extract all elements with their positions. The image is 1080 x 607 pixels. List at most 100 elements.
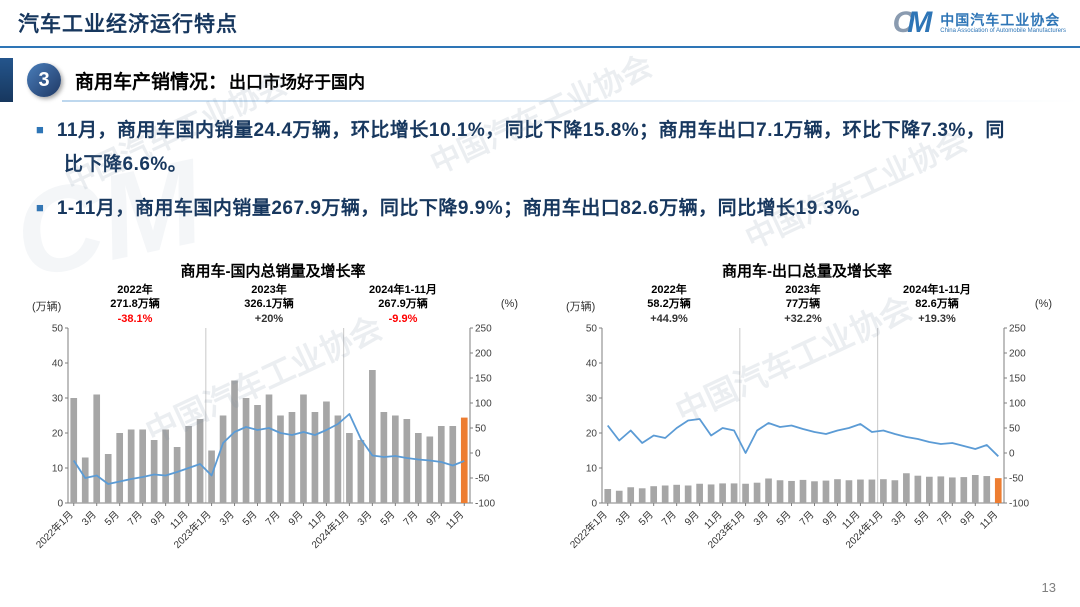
- svg-text:7月: 7月: [125, 509, 144, 528]
- bullet-point-2: ■ 1-11月，商用车国内销量267.9万辆，同比下降9.9%；商用车出口82.6…: [36, 192, 1024, 226]
- svg-text:200: 200: [475, 349, 492, 360]
- svg-text:150: 150: [1009, 374, 1026, 385]
- annotation-2024: 2024年1-11月 82.6万辆 +19.3%: [870, 283, 1004, 326]
- svg-text:-100: -100: [475, 499, 495, 510]
- logo-text: 中国汽车工业协会 China Association of Automobile…: [940, 12, 1066, 35]
- svg-text:9月: 9月: [286, 509, 305, 528]
- svg-text:40: 40: [52, 359, 64, 370]
- annotation-2023: 2023年 77万辆 +32.2%: [736, 283, 870, 326]
- chart-body: (万辆) (%) 2022年 271.8万辆 -38.1% 2023年 326.…: [28, 282, 518, 567]
- svg-text:7月: 7月: [401, 509, 420, 528]
- svg-text:-50: -50: [1009, 474, 1024, 485]
- year-annotations: 2022年 271.8万辆 -38.1% 2023年 326.1万辆 +20% …: [68, 283, 470, 326]
- domestic-sales-chart-canvas: 0 10 20 30 40 50 -100 -50 0 50 100 150 200 250 2022年1月…: [33, 324, 496, 551]
- domestic-sales-chart: 商用车-国内总销量及增长率 (万辆) (%) 2022年 271.8万辆 -38…: [28, 260, 518, 567]
- annotation-growth: -9.9%: [388, 312, 418, 325]
- svg-text:7月: 7月: [263, 509, 282, 528]
- svg-text:200: 200: [1009, 349, 1026, 360]
- svg-text:40: 40: [586, 359, 598, 370]
- svg-text:9月: 9月: [148, 509, 167, 528]
- charts-row: 商用车-国内总销量及增长率 (万辆) (%) 2022年 271.8万辆 -38…: [0, 260, 1080, 567]
- svg-text:2022年1月: 2022年1月: [33, 508, 76, 551]
- annotation-year: 2023年: [251, 284, 287, 296]
- svg-text:2022年1月: 2022年1月: [567, 508, 610, 551]
- caam-logo: CM 中国汽车工业协会 China Association of Automob…: [893, 8, 1066, 38]
- section-header: 3 商用车产销情况： 出口市场好于国内: [0, 58, 1080, 102]
- header-divider: [0, 46, 1080, 48]
- annotation-year: 2024年1-11月: [903, 284, 971, 296]
- org-name-en: China Association of Automobile Manufact…: [940, 27, 1066, 34]
- svg-text:5月: 5月: [912, 509, 931, 528]
- bullet-square-icon: ■: [36, 200, 44, 216]
- right-axis-unit-label: (%): [1034, 298, 1052, 310]
- annotation-total: 267.9万辆: [378, 298, 428, 311]
- svg-text:9月: 9月: [820, 509, 839, 528]
- svg-text:-50: -50: [475, 474, 490, 485]
- svg-text:3月: 3月: [751, 509, 770, 528]
- export-chart-canvas: 0 10 20 30 40 50 -100 -50 0 50 100 150 200 250 2022年1月…: [567, 324, 1030, 551]
- svg-text:250: 250: [475, 324, 492, 335]
- logo-letter-m: M: [907, 6, 933, 39]
- org-name-cn: 中国汽车工业协会: [940, 11, 1061, 28]
- annotation-total: 58.2万辆: [647, 298, 691, 311]
- svg-text:-100: -100: [1009, 499, 1029, 510]
- left-axis-unit-label: (万辆): [32, 301, 62, 313]
- svg-text:7月: 7月: [659, 509, 678, 528]
- year-annotations: 2022年 58.2万辆 +44.9% 2023年 77万辆 +32.2% 20…: [602, 283, 1004, 326]
- caam-logo-icon: CM: [893, 8, 933, 38]
- annotation-2022: 2022年 58.2万辆 +44.9%: [602, 283, 736, 326]
- svg-text:3月: 3月: [355, 509, 374, 528]
- svg-text:20: 20: [586, 429, 598, 440]
- svg-text:50: 50: [586, 324, 598, 335]
- svg-text:5月: 5月: [240, 509, 259, 528]
- bullet-list: ■ 11月，商用车国内销量24.4万辆，环比增长10.1%，同比下降15.8%；商…: [36, 114, 1024, 237]
- bullet-square-icon: ■: [36, 122, 44, 137]
- annotation-growth: +44.9%: [650, 312, 688, 325]
- annotation-2024: 2024年1-11月 267.9万辆 -9.9%: [336, 283, 470, 326]
- svg-text:150: 150: [475, 374, 492, 385]
- bullet-text-2: 1-11月，商用车国内销量267.9万辆，同比下降9.9%；商用车出口82.6万…: [56, 198, 872, 220]
- annotation-growth: +20%: [254, 312, 284, 325]
- svg-text:0: 0: [475, 449, 481, 460]
- annotation-total: 77万辆: [785, 298, 821, 311]
- svg-text:3月: 3月: [79, 509, 98, 528]
- bullet-text-1: 11月，商用车国内销量24.4万辆，环比增长10.1%，同比下降15.8%；商用…: [56, 120, 1005, 176]
- svg-text:7月: 7月: [797, 509, 816, 528]
- page-title: 汽车工业经济运行特点: [18, 13, 238, 36]
- svg-text:30: 30: [586, 394, 598, 405]
- svg-text:5月: 5月: [774, 509, 793, 528]
- svg-text:10: 10: [52, 464, 64, 475]
- svg-text:9月: 9月: [424, 509, 443, 528]
- svg-text:100: 100: [475, 399, 492, 410]
- svg-text:7月: 7月: [935, 509, 954, 528]
- section-number-badge: 3: [27, 63, 61, 97]
- annotation-year: 2022年: [117, 284, 153, 296]
- slide-header: 汽车工业经济运行特点 CM 中国汽车工业协会 China Association…: [0, 0, 1080, 46]
- svg-text:11月: 11月: [443, 509, 466, 532]
- svg-text:50: 50: [1009, 424, 1021, 435]
- left-axis-unit-label: (万辆): [566, 301, 596, 313]
- annotation-year: 2024年1-11月: [369, 284, 437, 296]
- svg-text:10: 10: [586, 464, 598, 475]
- annotation-2023: 2023年 326.1万辆 +20%: [202, 283, 336, 326]
- section-title-sub: 出口市场好于国内: [229, 72, 366, 92]
- section-title-main: 商用车产销情况：: [75, 71, 228, 93]
- svg-text:0: 0: [591, 499, 597, 510]
- svg-text:5月: 5月: [636, 509, 655, 528]
- annotation-year: 2023年: [785, 284, 821, 296]
- svg-text:50: 50: [52, 324, 64, 335]
- export-chart: 商用车-出口总量及增长率 (万辆) (%) 2022年 58.2万辆 +44.9…: [562, 260, 1052, 567]
- svg-text:9月: 9月: [958, 509, 977, 528]
- svg-text:5月: 5月: [102, 509, 121, 528]
- annotation-2022: 2022年 271.8万辆 -38.1%: [68, 283, 202, 326]
- section-title: 商用车产销情况： 出口市场好于国内: [75, 67, 365, 94]
- svg-text:100: 100: [1009, 399, 1026, 410]
- svg-text:5月: 5月: [378, 509, 397, 528]
- annotation-total: 271.8万辆: [110, 298, 160, 311]
- right-axis-unit-label: (%): [500, 298, 518, 310]
- chart-body: (万辆) (%) 2022年 58.2万辆 +44.9% 2023年 77万辆 …: [562, 282, 1052, 567]
- annotation-total: 326.1万辆: [244, 298, 294, 311]
- bullet-point-1: ■ 11月，商用车国内销量24.4万辆，环比增长10.1%，同比下降15.8%；商…: [36, 114, 1024, 182]
- svg-text:20: 20: [52, 429, 64, 440]
